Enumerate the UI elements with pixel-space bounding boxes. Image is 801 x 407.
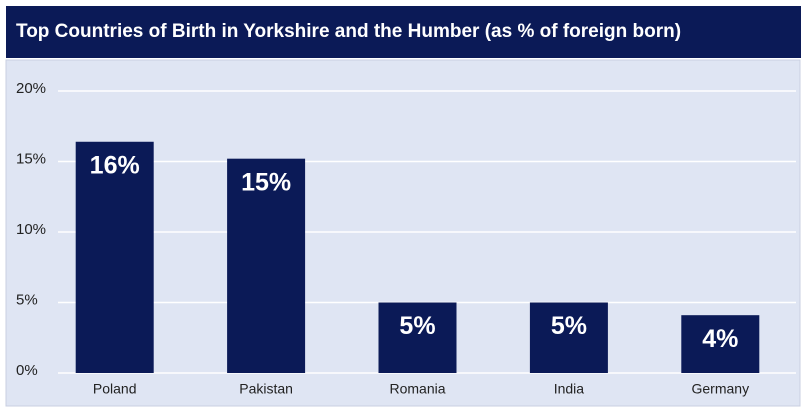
value-label: 5% — [551, 312, 587, 340]
title-bar — [6, 6, 801, 58]
y-tick-label: 10% — [16, 221, 46, 238]
value-label: 15% — [241, 168, 291, 196]
bar — [227, 158, 306, 373]
x-tick-label: Germany — [692, 381, 750, 397]
value-label: 5% — [399, 312, 435, 340]
y-tick-label: 5% — [16, 291, 38, 308]
bar — [681, 315, 760, 373]
x-tick-label: Pakistan — [239, 381, 293, 397]
bar — [75, 141, 154, 373]
value-label: 16% — [90, 151, 140, 179]
y-tick-label: 20% — [16, 80, 46, 97]
x-tick-label: India — [554, 381, 585, 397]
chart-title: Top Countries of Birth in Yorkshire and … — [16, 21, 681, 42]
x-tick-label: Romania — [389, 381, 445, 397]
x-tick-label: Poland — [93, 381, 137, 397]
y-tick-label: 0% — [16, 362, 38, 379]
bar — [378, 302, 457, 373]
bar — [529, 302, 608, 373]
y-tick-label: 15% — [16, 150, 46, 167]
value-label: 4% — [702, 325, 738, 353]
